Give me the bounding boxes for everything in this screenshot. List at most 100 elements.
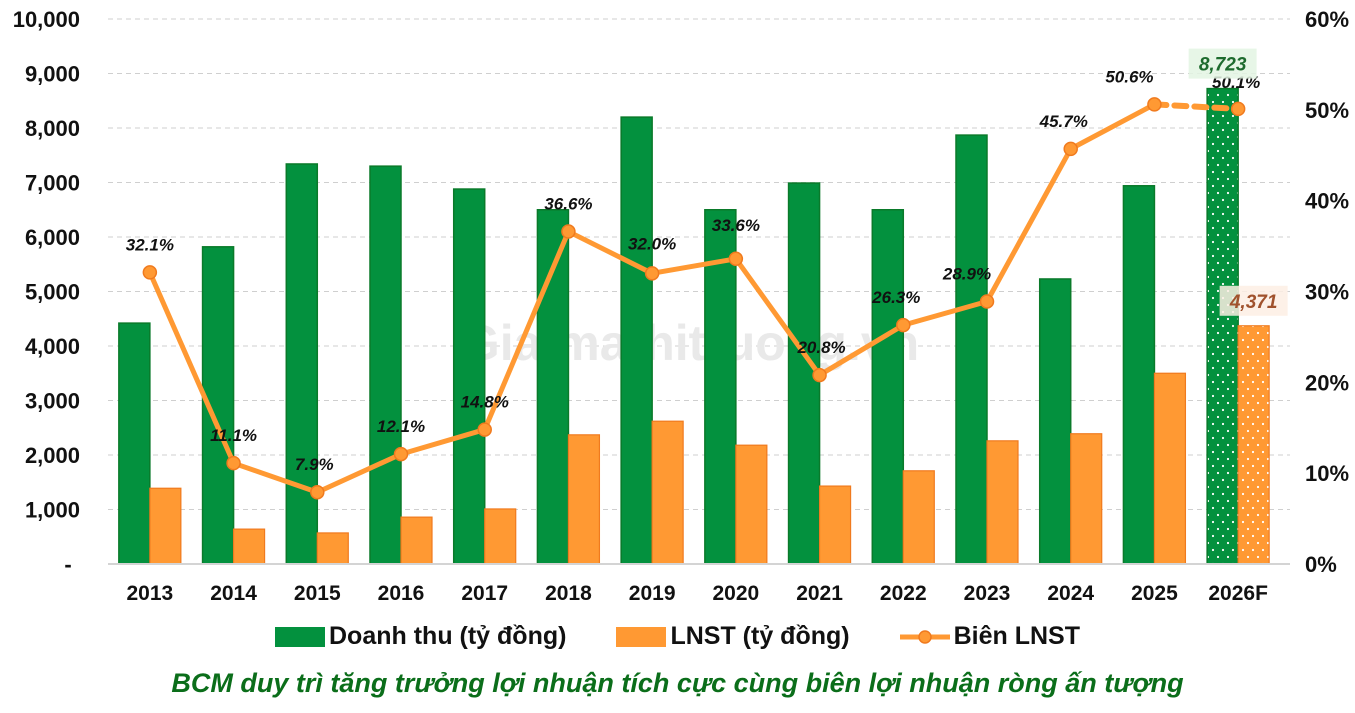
data-labels: 32.1% 11.1% 7.9% 12.1% 14.8% 36.6% 32.0% 33.6% 2…: [126, 48, 1288, 474]
margin-point: [477, 422, 492, 437]
bar-profit: [902, 470, 935, 565]
x-tick-label: 2015: [294, 582, 341, 605]
margin-data-label: 32.0%: [628, 234, 676, 253]
bar-profit: [818, 485, 852, 565]
bar-revenue: [369, 165, 402, 565]
bar-profit: [735, 444, 768, 565]
value-label-bg: [1219, 285, 1288, 316]
margin-point: [142, 265, 158, 280]
y-left-tick-label: 9,000: [25, 62, 80, 87]
bar-revenue: [871, 209, 905, 565]
y-left-tick-label: 8,000: [25, 116, 80, 141]
y-right-tick-label: 60%: [1305, 7, 1349, 32]
x-tick-label: 2019: [629, 582, 676, 605]
bar-profit: [400, 516, 433, 565]
margin-data-label: 50.6%: [1105, 67, 1153, 86]
bar-revenue: [620, 116, 653, 565]
profit-value-label: 4,371: [1219, 285, 1288, 316]
y-right-tick-label: 30%: [1305, 280, 1349, 305]
margin-line: [142, 97, 1246, 500]
margin-data-label: 12.1%: [377, 417, 425, 436]
value-label-text: 4,371: [1229, 292, 1278, 313]
bar-profit: [484, 508, 517, 565]
x-tick-label: 2021: [796, 582, 843, 605]
y-left-tick-label: 6,000: [25, 225, 80, 250]
margin-point: [812, 367, 827, 383]
y-left-tick-label: 5,000: [25, 280, 80, 305]
legend-item-margin: Biên LNST: [899, 622, 1080, 651]
x-axis: 2013 2014 2015 2016 2017 2018 2019 2020 2021 2022…: [126, 582, 1268, 605]
margin-data-label: 20.8%: [796, 338, 845, 357]
bar-profit: [651, 420, 684, 565]
legend-label-profit: LNST (tỷ đồng): [670, 622, 850, 650]
x-tick-label: 2018: [545, 582, 592, 605]
margin-point: [728, 251, 744, 267]
margin-point: [1230, 101, 1246, 117]
y-right-tick-label: 40%: [1305, 189, 1349, 214]
legend: Doanh thu (tỷ đồng) LNST (tỷ đồng) Biên …: [0, 622, 1355, 651]
y-left-tick-label: 2,000: [25, 443, 80, 468]
bar-profit: [149, 487, 182, 565]
legend-item-revenue: Doanh thu (tỷ đồng): [275, 622, 566, 651]
x-tick-label: 2020: [712, 582, 759, 605]
y-right-tick-label: 10%: [1305, 461, 1349, 486]
revenue-value-label: 8,723: [1188, 48, 1257, 79]
bar-revenue: [1122, 185, 1156, 565]
x-tick-label: 2025: [1131, 582, 1178, 605]
bar-profit: [1153, 372, 1187, 565]
y-left-tick-label: 3,000: [25, 389, 80, 414]
legend-swatch-profit: [616, 626, 667, 647]
margin-data-label: 26.3%: [871, 288, 920, 307]
x-tick-label: 2013: [126, 582, 173, 605]
legend-label-margin: Biên LNST: [953, 622, 1080, 650]
bar-profit: [567, 434, 601, 565]
y-left-tick-label: -: [64, 552, 71, 577]
margin-point: [1063, 141, 1078, 157]
chart-title: BCM duy trì tăng trưởng lợi nhuận tích c…: [171, 668, 1184, 698]
y-left-tick-label: 4,000: [25, 334, 80, 359]
x-tick-label: 2024: [1047, 582, 1094, 605]
margin-point: [644, 266, 660, 281]
legend-swatch-margin: [899, 629, 950, 644]
margin-line-forecast: [1151, 101, 1242, 112]
bar-revenue: [285, 163, 319, 565]
bar-revenue: [1206, 87, 1239, 565]
bar-profit: [1070, 433, 1103, 565]
margin-point: [896, 317, 911, 333]
margin-point: [979, 294, 995, 309]
y-right-axis: 0% 10% 20% 30% 40% 50% 60%: [1305, 7, 1349, 577]
margin-data-label: 14.8%: [461, 393, 509, 412]
margin-data-label: 36.6%: [544, 195, 592, 214]
x-tick-label: 2014: [210, 582, 257, 605]
margin-data-label: 45.7%: [1039, 112, 1088, 131]
margin-point: [1147, 97, 1162, 112]
x-tick-label: 2026F: [1208, 582, 1268, 605]
legend-swatch-revenue: [275, 626, 325, 647]
y-right-tick-label: 50%: [1305, 98, 1349, 123]
y-left-tick-label: 7,000: [25, 171, 80, 196]
margin-data-label: 33.6%: [712, 216, 760, 235]
y-right-tick-label: 20%: [1305, 370, 1349, 395]
legend-item-profit: LNST (tỷ đồng): [616, 622, 850, 651]
margin-data-label: 7.9%: [295, 455, 334, 474]
legend-label-revenue: Doanh thu (tỷ đồng): [329, 622, 567, 650]
x-tick-label: 2016: [378, 582, 425, 605]
margin-data-label: 11.1%: [210, 426, 257, 445]
bar-revenue: [452, 188, 486, 565]
bar-profit: [1237, 325, 1270, 565]
y-left-tick-label: 1,000: [25, 498, 80, 523]
margin-point: [310, 484, 325, 500]
bar-revenue: [1038, 278, 1072, 565]
y-left-tick-label: 10,000: [13, 7, 80, 32]
x-tick-label: 2017: [461, 582, 508, 605]
bar-profit: [232, 528, 266, 565]
margin-point: [226, 455, 241, 471]
value-label-bg: [1188, 48, 1257, 79]
bar-revenue: [955, 134, 988, 565]
margin-data-label: 28.9%: [942, 264, 991, 283]
value-label-text: 8,723: [1199, 55, 1247, 76]
bar-profit: [986, 440, 1019, 565]
x-tick-label: 2023: [964, 582, 1011, 605]
y-right-tick-label: 0%: [1305, 552, 1337, 577]
